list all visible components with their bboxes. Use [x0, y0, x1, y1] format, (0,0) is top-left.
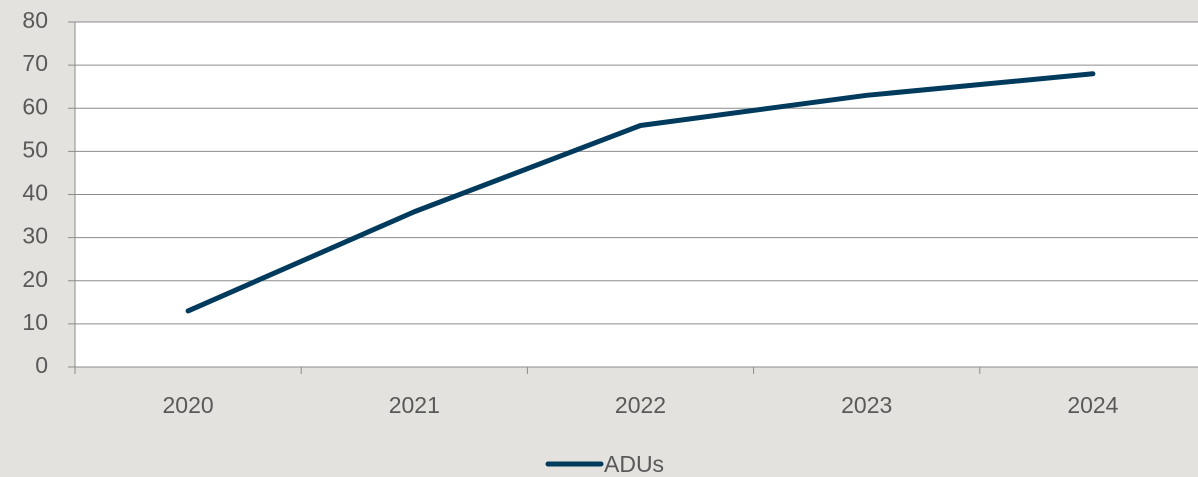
x-tick-label: 2024 [1067, 392, 1118, 418]
data-line [185, 71, 1096, 314]
y-tick-label: 50 [22, 136, 48, 162]
y-tick-label: 0 [35, 352, 48, 378]
y-tick-label: 30 [22, 223, 48, 249]
y-tick-label: 20 [22, 266, 48, 292]
x-tick-label: 2020 [163, 392, 214, 418]
legend-label: ADUs [604, 451, 664, 477]
y-tick-label: 70 [22, 50, 48, 76]
x-tick-label: 2023 [841, 392, 892, 418]
y-tick-label: 60 [22, 93, 48, 119]
x-tick-label: 2021 [389, 392, 440, 418]
x-tick-label: 2022 [615, 392, 666, 418]
y-tick-label: 80 [22, 7, 48, 33]
y-tick-label: 40 [22, 180, 48, 206]
y-tick-label: 10 [22, 309, 48, 335]
